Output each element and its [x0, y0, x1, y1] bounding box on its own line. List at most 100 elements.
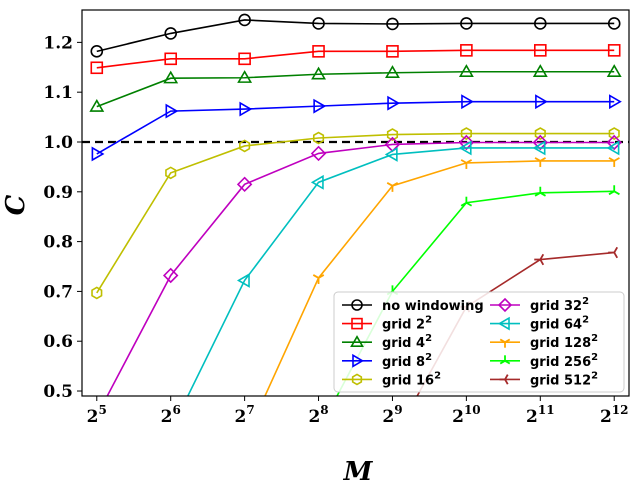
legend-item: grid 22	[342, 315, 432, 333]
data-point-marker	[236, 273, 250, 288]
data-point-marker	[238, 52, 251, 66]
data-point-marker	[460, 17, 473, 30]
data-point-marker	[534, 253, 545, 266]
legend-item: grid 5122	[490, 370, 598, 388]
legend-label: grid 82	[382, 352, 432, 370]
data-point-marker	[606, 64, 622, 77]
data-point-marker	[312, 17, 325, 30]
data-point-marker	[533, 44, 547, 57]
data-point-marker	[532, 134, 549, 151]
data-point-marker	[310, 145, 327, 162]
series-grid-2-2	[90, 44, 621, 75]
data-point-marker	[313, 98, 327, 114]
series-grid-64-2	[186, 140, 620, 396]
legend-item: grid 82	[342, 352, 432, 370]
data-point-marker	[312, 45, 325, 58]
data-point-marker	[384, 147, 398, 162]
data-point-marker	[607, 44, 621, 57]
x-tick-label: 28	[308, 403, 328, 427]
data-point-marker	[165, 103, 179, 119]
data-point-marker	[350, 335, 364, 348]
data-point-marker	[312, 131, 325, 145]
data-point-marker	[239, 101, 253, 117]
series-line	[264, 160, 615, 396]
data-point-marker	[164, 52, 178, 66]
data-point-marker	[606, 140, 620, 156]
legend-item: grid 1282	[490, 333, 598, 351]
data-point-marker	[499, 374, 509, 385]
x-tick-label: 212	[600, 403, 629, 427]
data-point-marker	[351, 299, 363, 311]
x-tick-label: 29	[382, 403, 402, 427]
legend-label: grid 162	[382, 370, 441, 388]
data-point-marker	[608, 185, 620, 196]
data-point-marker	[458, 140, 472, 156]
x-tick-label: 210	[452, 403, 481, 427]
y-tick-label: 0.8	[43, 233, 73, 253]
y-tick-label: 0.7	[43, 282, 73, 302]
y-tick-label: 1.2	[43, 33, 73, 53]
legend-label: grid 1282	[530, 333, 598, 351]
series-grid-128-2	[264, 157, 620, 396]
data-point-marker	[387, 95, 401, 111]
legend-item: grid 2562	[490, 352, 598, 370]
data-point-marker	[460, 196, 473, 207]
series-line	[96, 49, 615, 69]
data-point-marker	[351, 373, 363, 386]
data-point-marker	[239, 139, 251, 153]
data-point-marker	[385, 65, 400, 78]
legend-item: grid 642	[490, 315, 589, 333]
legend-item: grid 42	[342, 333, 432, 351]
x-tick-label: 26	[161, 403, 181, 427]
series-line	[106, 141, 615, 396]
data-point-marker	[535, 94, 548, 110]
data-point-marker	[497, 297, 513, 313]
data-point-marker	[386, 182, 399, 192]
data-point-marker	[91, 286, 103, 300]
data-point-marker	[351, 317, 363, 330]
series-no-windowing	[90, 13, 621, 58]
data-point-marker	[461, 94, 475, 110]
data-point-marker	[162, 267, 179, 284]
y-tick-label: 0.9	[43, 183, 73, 203]
legend-label: grid 42	[382, 333, 432, 351]
legend-item: grid 162	[342, 370, 441, 388]
data-point-marker	[458, 134, 475, 151]
data-point-marker	[533, 17, 547, 30]
data-point-marker	[386, 45, 399, 58]
data-point-marker	[236, 176, 253, 193]
legend-label: grid 2562	[530, 352, 598, 370]
data-point-marker	[608, 157, 620, 167]
series-grid-4-2	[89, 64, 622, 112]
series-line	[186, 147, 615, 396]
legend-label: grid 5122	[530, 370, 598, 388]
x-tick-label: 211	[526, 403, 555, 427]
series-line	[96, 132, 615, 294]
data-point-marker	[164, 27, 178, 40]
data-point-marker	[89, 98, 105, 112]
data-point-marker	[238, 13, 251, 27]
series-line	[96, 100, 615, 155]
y-axis-label: C	[1, 194, 31, 215]
data-point-marker	[460, 159, 473, 169]
series-line	[96, 19, 615, 53]
data-point-marker	[608, 246, 619, 259]
plot-frame	[81, 9, 630, 397]
data-point-marker	[310, 174, 324, 190]
legend-label: no windowing	[382, 299, 484, 314]
series-grid-16-2	[91, 127, 620, 300]
y-tick-label: 0.5	[43, 382, 73, 402]
data-point-marker	[163, 70, 179, 84]
data-point-marker	[607, 17, 621, 30]
data-point-marker	[499, 355, 511, 365]
legend-label: grid 642	[530, 315, 589, 333]
data-point-marker	[534, 186, 546, 197]
legend-item: grid 322	[490, 296, 589, 314]
data-point-marker	[534, 127, 546, 140]
data-point-marker	[312, 274, 325, 285]
data-point-marker	[609, 94, 622, 110]
y-tick-label: 0.6	[43, 332, 73, 352]
legend-box	[333, 291, 625, 393]
